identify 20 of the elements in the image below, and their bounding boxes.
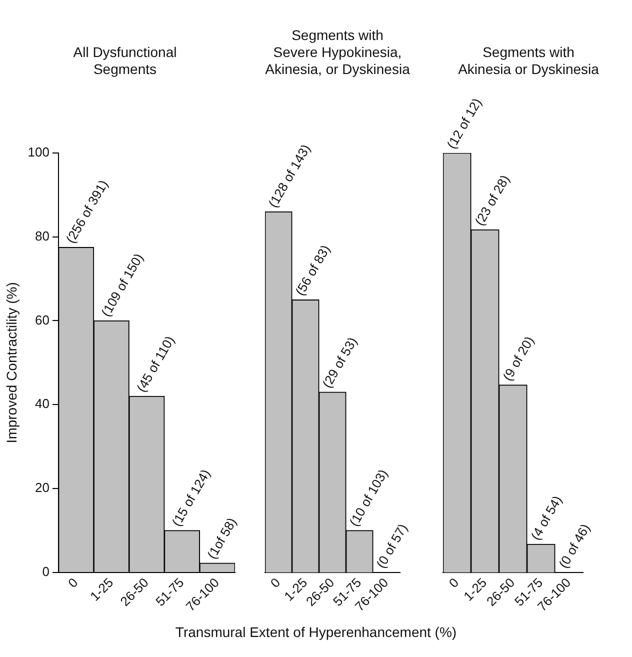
data-label: (9 of 20)	[500, 334, 537, 384]
data-label: (29 of 53)	[319, 334, 360, 390]
data-label: (0 of 57)	[373, 521, 410, 571]
data-label: (12 of 12)	[444, 96, 485, 152]
chart-title: Segments with Severe Hypokinesia, Akinesia, or Dyskinesia	[264, 26, 411, 78]
y-axis-title: Improved Contractility (%)	[3, 282, 20, 444]
y-tick-label: 60	[35, 312, 50, 328]
y-tick-label: 80	[35, 228, 50, 244]
data-label: (56 of 83)	[292, 242, 334, 298]
chart-title: Segments with Akinesia or Dyskinesia	[457, 43, 600, 78]
y-tick-label: 20	[35, 480, 50, 496]
y-tick-label: 100	[28, 144, 50, 160]
chart-title: All Dysfunctional Segments	[72, 43, 178, 78]
x-tick-label: 0	[446, 574, 462, 591]
x-tick-label: 0	[65, 574, 81, 591]
x-axis-title: Transmural Extent of Hyperenhancement (%)	[174, 624, 458, 640]
y-tick-label: 0	[42, 564, 50, 579]
y-tick-label: 40	[35, 396, 50, 412]
data-label: (23 of 28)	[472, 172, 513, 228]
x-tick-label: 0	[267, 574, 284, 591]
